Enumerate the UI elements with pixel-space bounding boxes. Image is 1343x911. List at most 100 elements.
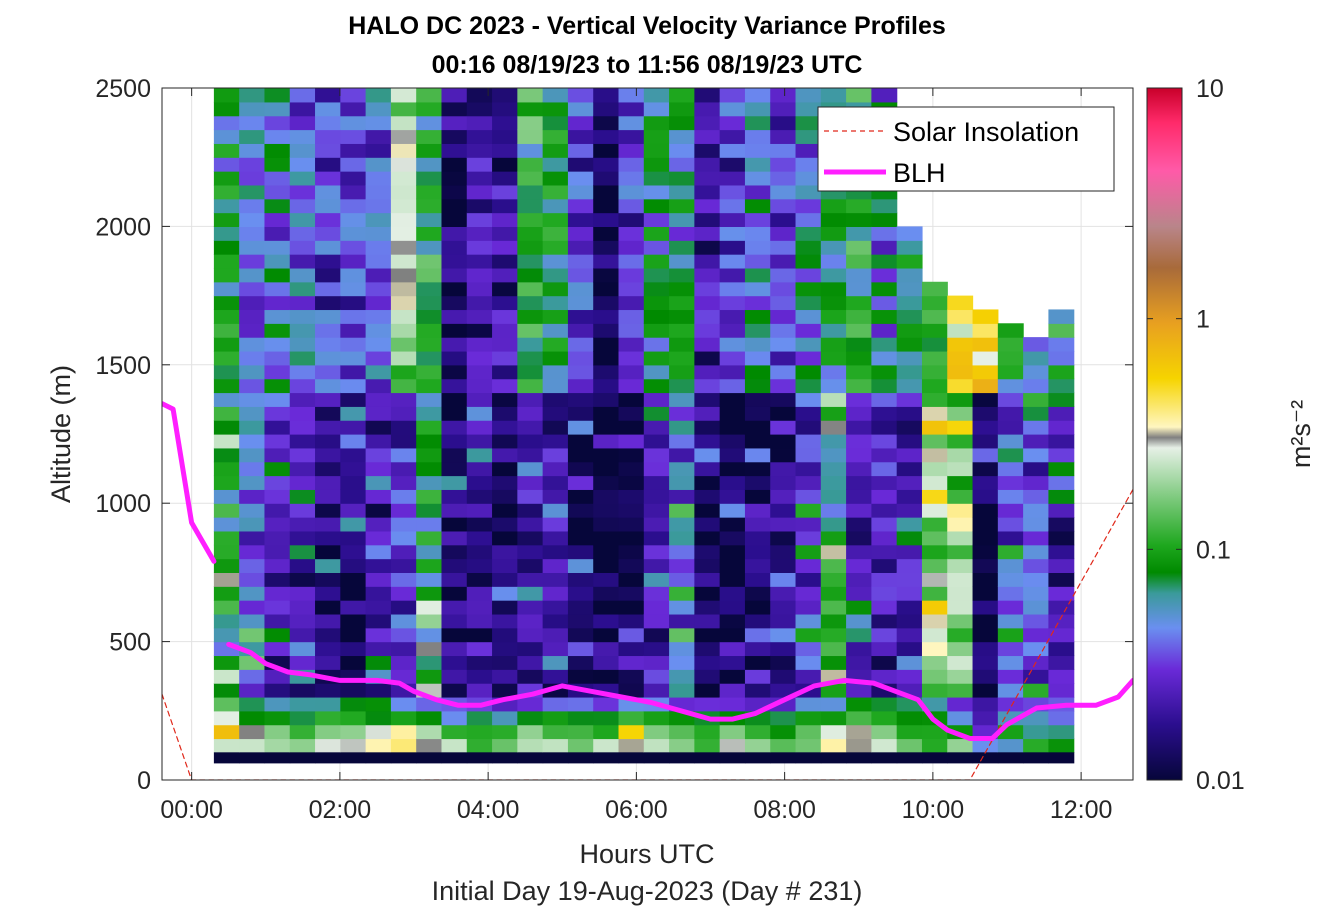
- heatmap-cell: [365, 198, 392, 214]
- heatmap-cell: [517, 184, 544, 200]
- heatmap-cell: [820, 406, 847, 421]
- heatmap-cell: [871, 710, 898, 726]
- heatmap-cell: [694, 447, 721, 463]
- heatmap-cell: [466, 655, 493, 670]
- heatmap-cell: [618, 212, 645, 227]
- heatmap-cell: [846, 530, 872, 546]
- heatmap-cell: [264, 309, 291, 324]
- heatmap-cell: [618, 503, 645, 518]
- heatmap-cell: [289, 309, 316, 324]
- heatmap-cell: [466, 586, 493, 601]
- heatmap-cell: [972, 627, 999, 643]
- heatmap-cell: [567, 669, 594, 684]
- heatmap-cell: [795, 655, 822, 670]
- heatmap-cell: [669, 669, 695, 684]
- heatmap-cell: [441, 752, 468, 764]
- heatmap-cell: [264, 378, 291, 394]
- heatmap-cell: [643, 558, 670, 573]
- heatmap-cell: [213, 226, 240, 241]
- heatmap-cell: [770, 212, 797, 227]
- heatmap-cell: [972, 420, 999, 435]
- heatmap-cell: [340, 738, 367, 753]
- heatmap-cell: [441, 683, 468, 698]
- heatmap-cell: [567, 378, 594, 394]
- heatmap-cell: [1048, 572, 1075, 587]
- heatmap-cell: [694, 184, 721, 200]
- heatmap-cell: [213, 101, 240, 117]
- heatmap-cell: [441, 655, 468, 670]
- heatmap-cell: [264, 350, 291, 366]
- heatmap-cell: [921, 309, 948, 324]
- heatmap-cell: [567, 350, 594, 366]
- heatmap-cell: [264, 295, 291, 311]
- heatmap-cell: [365, 544, 392, 560]
- heatmap-cell: [289, 88, 316, 103]
- heatmap-cell: [567, 641, 594, 657]
- heatmap-cell: [416, 392, 443, 407]
- heatmap-cell: [239, 724, 266, 740]
- heatmap-cell: [694, 517, 721, 532]
- heatmap-cell: [289, 143, 316, 158]
- heatmap-cell: [972, 641, 999, 657]
- heatmap-cell: [492, 198, 518, 214]
- heatmap-cell: [340, 406, 367, 421]
- heatmap-cell: [517, 115, 544, 131]
- heatmap-cell: [846, 378, 872, 394]
- heatmap-cell: [289, 101, 316, 117]
- heatmap-cell: [416, 738, 443, 753]
- heatmap-cell: [820, 364, 847, 380]
- heatmap-cell: [820, 461, 847, 477]
- heatmap-cell: [947, 517, 974, 532]
- heatmap-cell: [871, 295, 898, 311]
- heatmap-cell: [441, 198, 468, 214]
- heatmap-cell: [264, 88, 291, 103]
- x-axis-label: Hours UTC: [579, 839, 714, 869]
- heatmap-cell: [719, 337, 746, 352]
- heatmap-cell: [593, 434, 620, 449]
- heatmap-cell: [846, 489, 872, 504]
- heatmap-cell: [213, 198, 240, 214]
- heatmap-cell: [264, 544, 291, 560]
- heatmap-cell: [719, 572, 746, 587]
- heatmap-cell: [567, 295, 594, 311]
- heatmap-cell: [795, 447, 822, 463]
- heatmap-cell: [669, 627, 695, 643]
- heatmap-cell: [542, 240, 569, 255]
- heatmap-cell: [921, 572, 948, 587]
- heatmap-cell: [820, 337, 847, 352]
- heatmap-cell: [390, 378, 417, 394]
- heatmap-cell: [921, 738, 948, 753]
- heatmap-cell: [846, 544, 872, 560]
- heatmap-cell: [365, 503, 392, 518]
- heatmap-cell: [618, 447, 645, 463]
- heatmap-cell: [492, 475, 518, 490]
- heatmap-cell: [289, 392, 316, 407]
- heatmap-cell: [972, 309, 999, 324]
- heatmap-cell: [669, 544, 695, 560]
- heatmap-cell: [441, 171, 468, 186]
- heatmap-cell: [795, 627, 822, 643]
- heatmap-cell: [1023, 378, 1050, 394]
- heatmap-cell: [669, 530, 695, 546]
- y-tick-label: 2000: [95, 213, 151, 241]
- heatmap-cell: [289, 738, 316, 753]
- heatmap-cell: [492, 323, 518, 338]
- heatmap-cell: [289, 350, 316, 366]
- heatmap-cell: [239, 600, 266, 615]
- heatmap-cell: [846, 683, 872, 698]
- heatmap-cell: [795, 281, 822, 297]
- heatmap-cell: [264, 212, 291, 227]
- heatmap-cell: [921, 530, 948, 546]
- heatmap-cell: [365, 627, 392, 643]
- heatmap-cell: [492, 586, 518, 601]
- heatmap-cell: [744, 198, 771, 214]
- heatmap-cell: [542, 88, 569, 103]
- heatmap-cell: [239, 129, 266, 144]
- x-tick-label: 04:00: [457, 796, 520, 824]
- heatmap-cell: [264, 558, 291, 573]
- heatmap-cell: [669, 378, 695, 394]
- heatmap-cell: [871, 752, 898, 764]
- heatmap-cell: [846, 281, 872, 297]
- heatmap-cell: [744, 447, 771, 463]
- heatmap-cell: [517, 669, 544, 684]
